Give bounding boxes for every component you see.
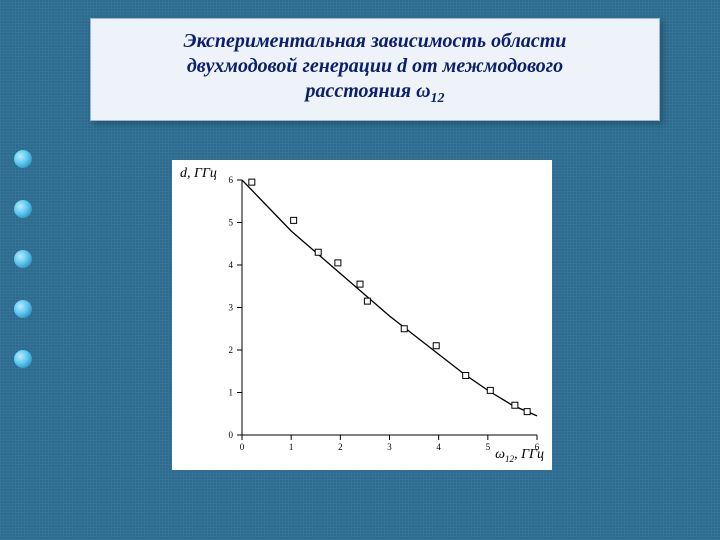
bullet-icon [14,300,32,318]
svg-text:1: 1 [229,388,234,398]
svg-text:3: 3 [387,442,392,452]
svg-text:5: 5 [229,218,234,228]
svg-text:6: 6 [535,442,540,452]
svg-text:2: 2 [229,345,234,355]
svg-text:0: 0 [229,430,234,440]
svg-text:2: 2 [338,442,343,452]
title-line-3a: расстояния ω [305,80,430,102]
bullet-icon [14,150,32,168]
slide-root: Экспериментальная зависимость области дв… [0,0,720,540]
title-line-3b: 12 [431,91,445,106]
svg-text:3: 3 [229,303,234,313]
svg-text:0: 0 [240,442,245,452]
svg-text:1: 1 [289,442,294,452]
chart-panel: d, ГГц ω12, ГГц 01234560123456 [172,160,552,470]
svg-text:5: 5 [486,442,491,452]
title-line-1: Экспериментальная зависимость области [184,30,567,52]
chart-svg: 0 1 2 3 4 5 6 0 1 2 3 4 5 6 [172,160,552,470]
title-box: Экспериментальная зависимость области дв… [90,18,660,121]
svg-text:4: 4 [436,442,441,452]
bullet-gutter [0,0,44,540]
bullet-icon [14,200,32,218]
title-text: Экспериментальная зависимость области дв… [105,29,645,108]
svg-text:6: 6 [229,175,234,185]
bullet-icon [14,250,32,268]
bullet-icon [14,350,32,368]
svg-text:4: 4 [229,260,234,270]
title-line-2: двухмодовой генерации d от межмодового [187,55,563,77]
